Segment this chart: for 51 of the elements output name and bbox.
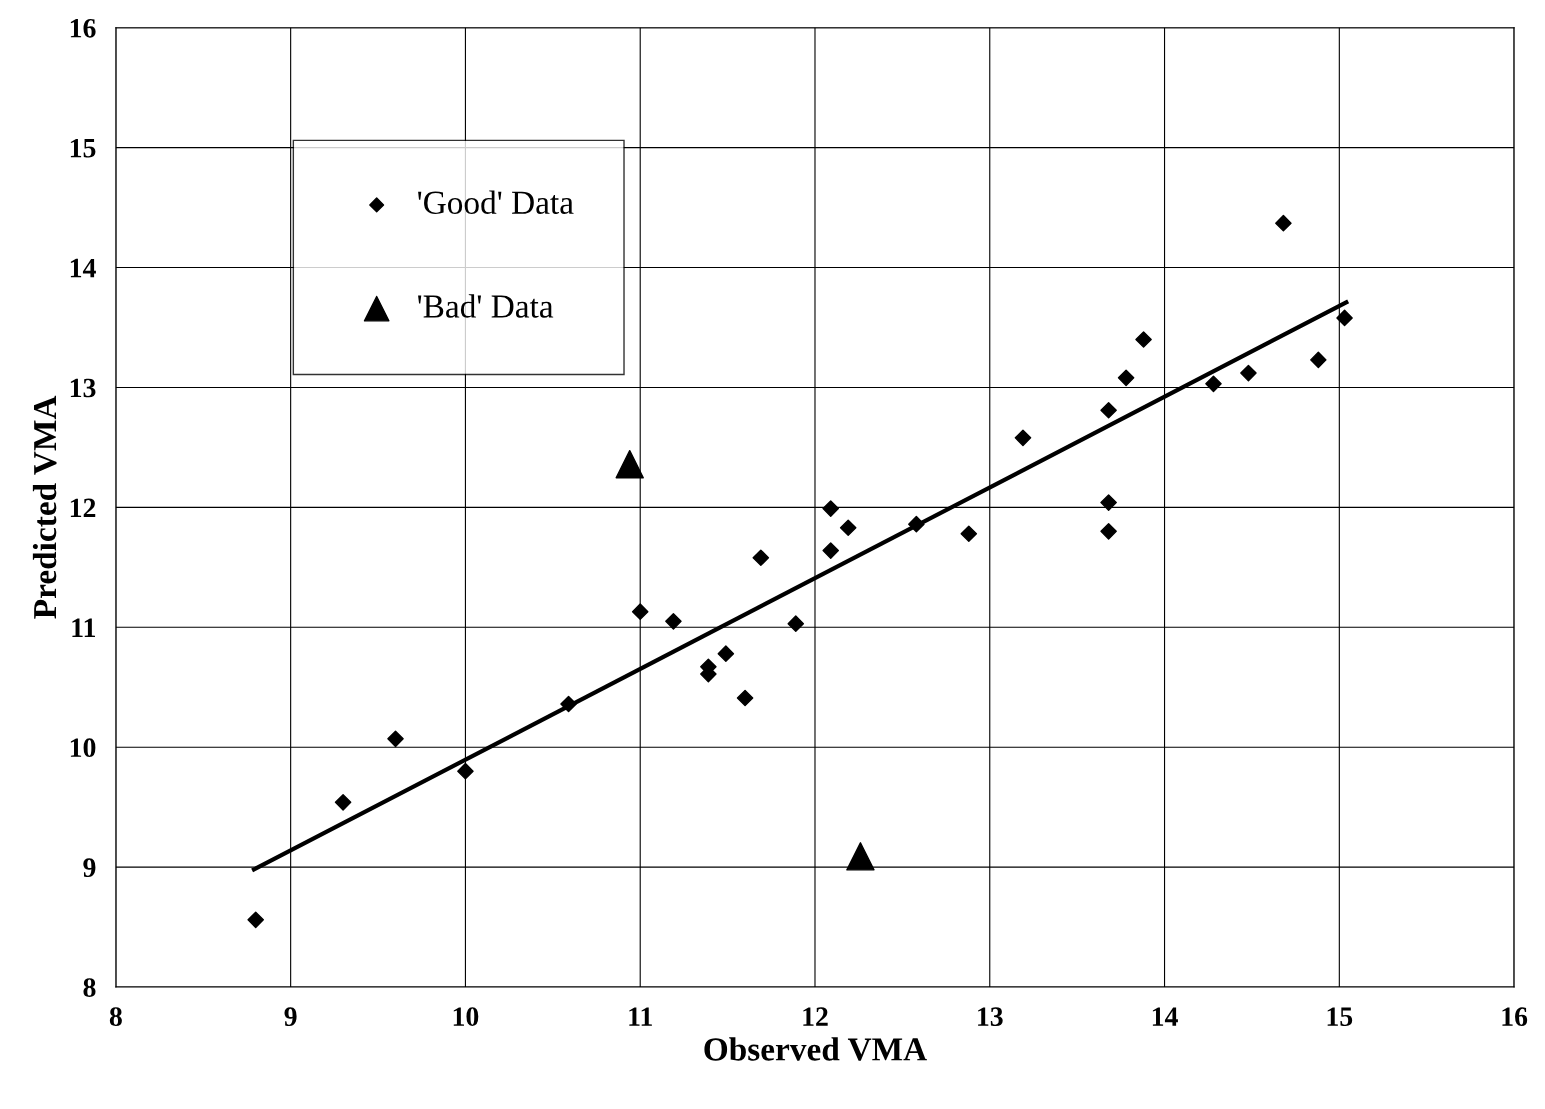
point — [615, 449, 644, 479]
point — [247, 911, 264, 929]
point — [1336, 309, 1353, 327]
point — [908, 515, 925, 533]
legend-label: 'Good' Data — [418, 190, 574, 214]
y-tick-label: 16 — [70, 18, 96, 38]
x-tick-label: 13 — [978, 1007, 1003, 1026]
point — [846, 842, 875, 871]
point — [665, 612, 682, 630]
x-tick-label: 11 — [629, 1007, 652, 1026]
y-tick-label: 10 — [70, 738, 96, 758]
x-tick-label: 9 — [284, 1007, 297, 1026]
y-tick-label: 14 — [70, 258, 96, 278]
y-tick-label: 11 — [72, 618, 95, 637]
point — [1100, 494, 1117, 511]
point — [1205, 375, 1222, 393]
y-tick-label: 12 — [70, 498, 96, 518]
x-axis-title: Observed VMA — [704, 1037, 927, 1061]
point — [631, 603, 649, 620]
x-tick-label: 10 — [453, 1007, 479, 1026]
point — [839, 519, 857, 537]
point — [822, 542, 840, 559]
point — [736, 689, 754, 707]
x-tick-label: 12 — [803, 1007, 828, 1026]
point — [1275, 214, 1292, 232]
x-tick-label: 14 — [1152, 1007, 1178, 1026]
point — [1100, 523, 1117, 540]
point — [560, 695, 577, 713]
point — [1117, 369, 1135, 387]
point — [1014, 429, 1032, 447]
point — [457, 762, 474, 780]
y-tick-label: 9 — [83, 858, 96, 878]
point — [787, 615, 805, 632]
point — [1100, 401, 1117, 419]
point — [1240, 364, 1257, 382]
y-tick-label: 8 — [83, 978, 96, 997]
x-tick-label: 8 — [109, 1007, 122, 1026]
y-tick-label: 13 — [70, 378, 96, 398]
point — [334, 794, 352, 811]
x-tick-label: 16 — [1502, 1007, 1528, 1026]
point — [960, 525, 978, 543]
point — [1310, 351, 1327, 369]
y-axis-title: Predicted VMA — [32, 395, 57, 619]
legend-label: 'Bad' Data — [418, 294, 554, 318]
point — [387, 730, 404, 748]
y-tick-label: 15 — [70, 138, 96, 158]
point — [822, 500, 840, 517]
point — [717, 645, 735, 662]
point — [752, 549, 770, 567]
point — [1135, 331, 1152, 348]
x-tick-label: 15 — [1327, 1007, 1353, 1026]
